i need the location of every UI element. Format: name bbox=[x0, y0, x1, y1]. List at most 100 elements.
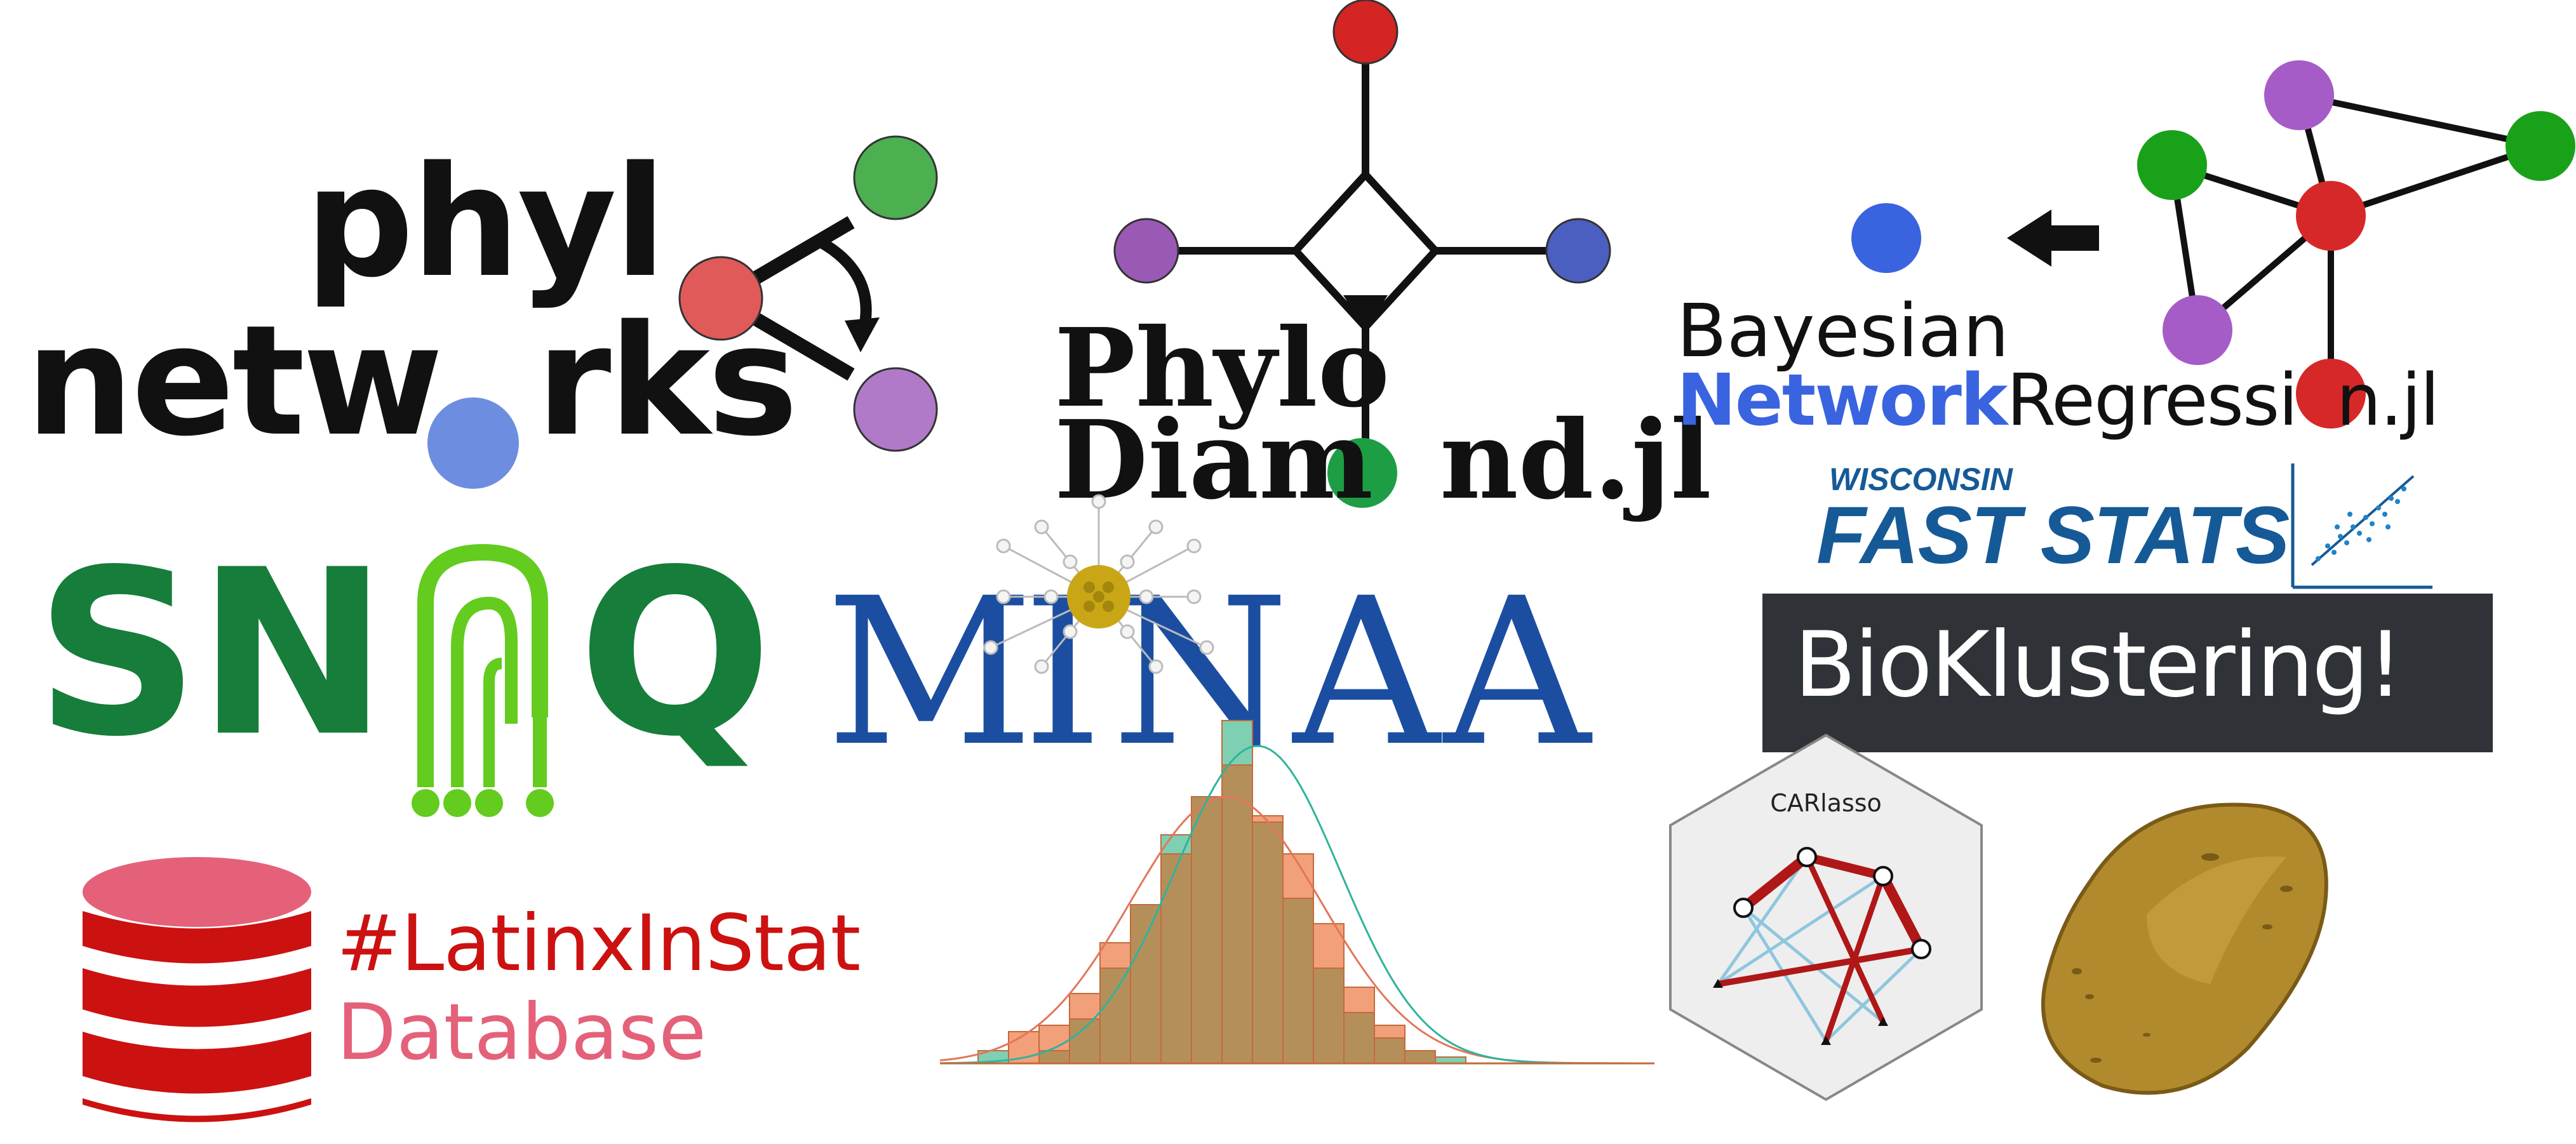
histogram-bar-overlap bbox=[1282, 898, 1314, 1064]
circuit-dot bbox=[412, 789, 439, 817]
bnr-network-word: Network bbox=[1677, 359, 2008, 442]
scatter-points bbox=[2316, 486, 2406, 561]
bnr-graphic bbox=[1851, 60, 2575, 429]
histogram-logo bbox=[939, 698, 1658, 1073]
cylinder-band bbox=[83, 968, 311, 1027]
bnr-jl-word: n.jl bbox=[2336, 359, 2439, 442]
histogram-bar-overlap bbox=[1221, 764, 1253, 1064]
scatter-icon bbox=[2291, 463, 2432, 589]
potato-logo bbox=[2020, 781, 2350, 1111]
phylonetworks-graphic bbox=[427, 135, 938, 489]
phylonetworks-line2-part2: rks bbox=[536, 292, 798, 470]
arrow-head-icon bbox=[845, 317, 880, 352]
phylonetworks-line2: netw rks bbox=[25, 305, 798, 457]
minaa-letters-naa: NAA bbox=[1111, 555, 1595, 791]
blue-node-icon bbox=[1851, 203, 1921, 273]
blue-node-icon bbox=[1545, 218, 1611, 284]
histogram-bar-overlap bbox=[1343, 1012, 1375, 1064]
minaa-logo: M I NAA bbox=[813, 482, 1715, 787]
red-node-icon bbox=[2296, 181, 2366, 251]
snaq-letter-n: N bbox=[197, 521, 389, 787]
circuit-line bbox=[417, 543, 548, 787]
carlasso-triangles bbox=[1713, 979, 1888, 1045]
latinx-line2: Database bbox=[337, 987, 707, 1077]
carlasso-nodes bbox=[1733, 847, 1931, 959]
network-edge bbox=[2298, 92, 2542, 149]
phylodiamond-line2-part1: Diam bbox=[1054, 397, 1374, 524]
potato-highlight bbox=[2147, 856, 2286, 984]
network-edge bbox=[2330, 143, 2542, 219]
green-node-icon bbox=[1327, 438, 1397, 508]
carlasso-logo: CARlasso bbox=[1661, 730, 1991, 1111]
histogram-bar-overlap bbox=[1191, 796, 1223, 1064]
flower-seeds bbox=[1083, 582, 1114, 612]
fast-stats-line1: WISCONSIN bbox=[1829, 462, 2013, 497]
latinx-line1: #LatinxInStat bbox=[337, 898, 861, 988]
potato-eyes bbox=[2072, 853, 2293, 1063]
histogram-bar-overlap bbox=[1099, 968, 1131, 1064]
density-curve-teal bbox=[939, 745, 1651, 1065]
reticulation-arrow bbox=[816, 236, 872, 331]
phylonetworks-logo: phyl netw rks bbox=[25, 63, 965, 489]
bnr-line2: NetworkRegressi n.jl bbox=[1677, 365, 2439, 436]
purple-node-icon bbox=[1113, 218, 1179, 284]
bioklustering-label: BioKlustering! bbox=[1794, 613, 2403, 717]
snaq-letter-s: S bbox=[35, 521, 200, 787]
phylonetworks-line2-part1: netw bbox=[25, 292, 443, 470]
snaq-logo: S N Q bbox=[35, 521, 772, 825]
histogram-bar-overlap bbox=[1313, 968, 1345, 1064]
carlasso-hex-graphic bbox=[1669, 733, 1983, 1101]
carlasso-title: CARlasso bbox=[1770, 789, 1882, 817]
purple-node-icon bbox=[2264, 60, 2334, 130]
phylodiamond-line2-part2: nd.jl bbox=[1440, 397, 1712, 524]
hexagon-sticker bbox=[1669, 733, 1983, 1101]
scatter-trend-line bbox=[2311, 475, 2415, 566]
circuit-dot bbox=[526, 789, 554, 817]
cylinder-top bbox=[83, 857, 311, 927]
blue-node-icon bbox=[427, 397, 519, 489]
fast-stats-logo: WISCONSIN FAST STATS bbox=[1816, 457, 2439, 597]
circuit-dot bbox=[475, 789, 503, 817]
histogram-bar-overlap bbox=[1069, 1018, 1101, 1064]
bnr-regression-word: Regressi bbox=[2006, 359, 2298, 442]
cylinder-band bbox=[83, 911, 311, 964]
green-node-icon bbox=[853, 135, 938, 220]
snaq-letter-q: Q bbox=[578, 521, 773, 787]
latinx-logo: #LatinxInStat Database bbox=[76, 851, 965, 1136]
green-node-icon bbox=[2137, 130, 2207, 200]
minaa-flower-icon bbox=[983, 494, 1214, 674]
green-node-icon bbox=[2506, 111, 2575, 181]
phylodiamond-line1: Phylo bbox=[1054, 305, 1390, 432]
purple-node-icon bbox=[853, 367, 938, 452]
cylinder-band bbox=[83, 1032, 311, 1094]
phylodiamond-line2: Diam nd.jl bbox=[1054, 406, 1712, 514]
cylinder-band bbox=[83, 1098, 311, 1122]
histogram-graphic bbox=[939, 720, 1654, 1065]
circuit-line bbox=[483, 658, 502, 787]
diamond-arrow-icon bbox=[1343, 295, 1388, 330]
histogram-bar-overlap bbox=[1252, 821, 1284, 1064]
snaq-circuit-a-icon bbox=[412, 543, 554, 817]
red-node-icon bbox=[678, 256, 763, 341]
histogram-bar-overlap bbox=[1130, 904, 1162, 1064]
flower-network bbox=[983, 494, 1214, 674]
histogram-bar-overlap bbox=[1404, 1050, 1436, 1064]
bnr-line1: Bayesian bbox=[1677, 289, 2009, 374]
strong-edges bbox=[1717, 853, 1926, 1042]
phylonetworks-line1: phyl bbox=[305, 133, 666, 311]
fast-stats-line2: FAST STATS bbox=[1816, 490, 2290, 581]
red-node-icon bbox=[1332, 0, 1399, 65]
circuit-dot bbox=[443, 789, 471, 817]
phylodiamond-logo: Phylo Diam nd.jl bbox=[1054, 0, 1712, 521]
bioklustering-logo: BioKlustering! bbox=[1762, 594, 2493, 752]
bnr-logo: Bayesian NetworkRegressi n.jl bbox=[1670, 51, 2576, 444]
red-node-icon bbox=[2296, 359, 2366, 429]
arrow-left-icon bbox=[2007, 210, 2099, 267]
histogram-bar-overlap bbox=[1374, 1037, 1405, 1064]
database-cylinder-icon bbox=[83, 857, 311, 1122]
purple-node-icon bbox=[2163, 295, 2232, 365]
minaa-letter-m: M bbox=[826, 555, 1034, 791]
histogram-bar-overlap bbox=[1160, 853, 1192, 1064]
phylodiamond-graphic bbox=[1113, 0, 1611, 508]
potato-icon bbox=[2041, 802, 2328, 1095]
